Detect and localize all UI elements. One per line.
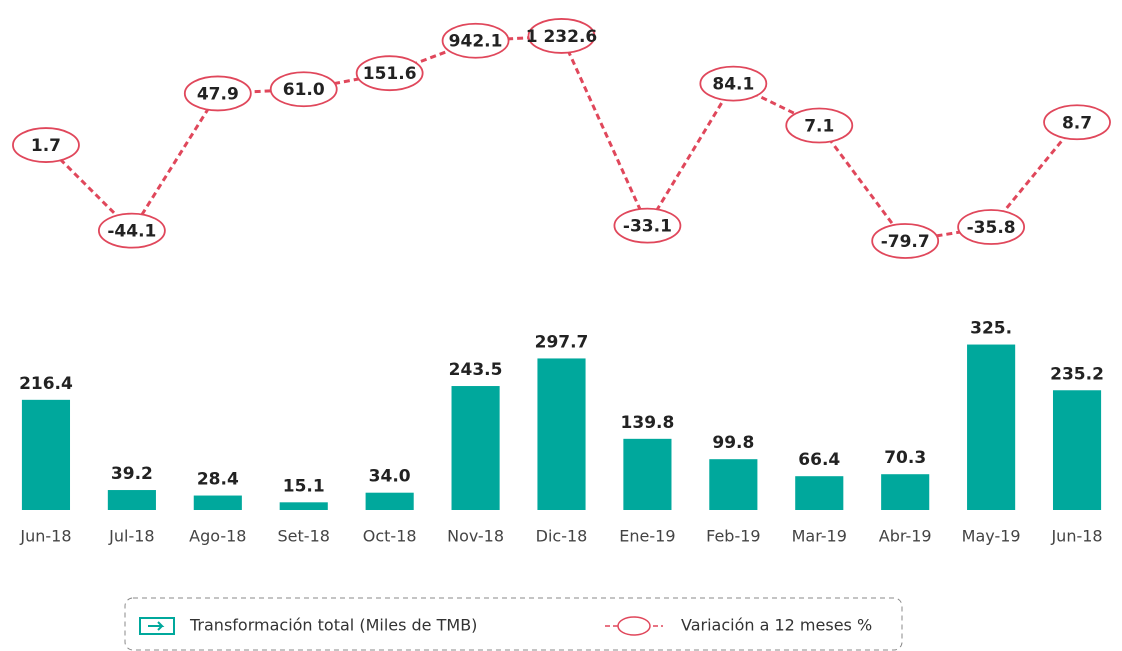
bar: [709, 459, 758, 510]
point-marker: [269, 71, 338, 108]
x-tick-label: Oct-18: [363, 527, 417, 546]
bar-value-label: 28.4: [197, 470, 239, 490]
bar: [1052, 390, 1102, 510]
point-value-label: 942.1: [449, 32, 503, 52]
point-marker: [441, 22, 510, 59]
point-marker: [527, 18, 596, 54]
bar-value-label: 99.8: [712, 433, 754, 453]
point-marker: [871, 223, 940, 259]
x-tick-label: Jun-18: [19, 527, 71, 546]
x-tick-label: Set-18: [278, 527, 330, 546]
point-marker: [699, 65, 768, 102]
bar-value-label: 15.1: [283, 476, 325, 496]
point-value-label: 47.9: [197, 84, 239, 104]
bar: [107, 490, 156, 510]
x-tick-label: Mar-19: [792, 527, 847, 546]
x-tick-label: Ene-19: [619, 527, 675, 546]
x-tick-label: May-19: [962, 527, 1021, 546]
legend: Transformación total (Miles de TMB) Varia…: [124, 597, 903, 651]
bar-value-label: 66.4: [798, 450, 840, 470]
point-marker: [97, 212, 166, 249]
bar-value-label: 235.2: [1050, 364, 1104, 384]
bar-value-label: 139.8: [621, 413, 675, 433]
point-marker: [613, 207, 682, 244]
point-value-label: 1.7: [31, 136, 61, 156]
x-tick-label: Jun-18: [1050, 527, 1102, 546]
point-marker: [183, 75, 252, 112]
x-tick-label: Dic-18: [536, 527, 588, 546]
bar-value-label: 70.3: [884, 448, 926, 468]
line: [44, 34, 1079, 243]
bar: [21, 399, 71, 510]
legend-label: Transformación total (Miles de TMB): [189, 616, 477, 635]
point-marker: [12, 127, 80, 163]
bar-value-label: 39.2: [111, 464, 153, 484]
point-value-label: 7.1: [804, 116, 834, 136]
point-value-label: 84.1: [712, 75, 754, 95]
bar: [279, 502, 328, 510]
point-value-label: 151.6: [363, 64, 417, 84]
bar-value-label: 297.7: [535, 332, 589, 352]
point-marker: [355, 55, 424, 92]
x-tick-label: Jul-18: [108, 527, 154, 546]
point-marker: [957, 209, 1026, 245]
legend-label: Variación a 12 meses %: [681, 616, 872, 635]
x-tick-label: Ago-18: [189, 527, 246, 546]
point-value-label: -44.1: [107, 222, 156, 242]
point-value-label: 1 232.6: [526, 27, 598, 47]
point-value-label: 61.0: [283, 80, 325, 100]
legend-icon: [148, 621, 165, 631]
x-tick-label: Nov-18: [447, 527, 504, 546]
x-tick-label: Abr-19: [879, 527, 932, 546]
bar: [537, 358, 586, 510]
bar: [795, 476, 844, 510]
bar: [623, 438, 672, 510]
bar-value-label: 325.: [970, 319, 1012, 339]
bar-value-label: 216.4: [19, 374, 73, 394]
point-value-label: -35.8: [967, 218, 1016, 238]
bar: [193, 495, 242, 510]
bar-value-label: 243.5: [449, 360, 503, 380]
bar: [881, 474, 930, 510]
bar: [365, 492, 414, 510]
legend-frame: [124, 597, 903, 651]
point-value-label: 8.7: [1062, 113, 1092, 133]
legend-marker: [617, 616, 651, 636]
bar: [967, 344, 1016, 510]
x-tick-label: Feb-19: [706, 527, 760, 546]
point-marker: [1043, 104, 1111, 141]
point-marker: [785, 107, 854, 144]
point-value-label: -33.1: [623, 217, 672, 237]
bar-value-label: 34.0: [369, 467, 411, 487]
bar: [451, 386, 500, 510]
point-value-label: -79.7: [881, 232, 930, 252]
